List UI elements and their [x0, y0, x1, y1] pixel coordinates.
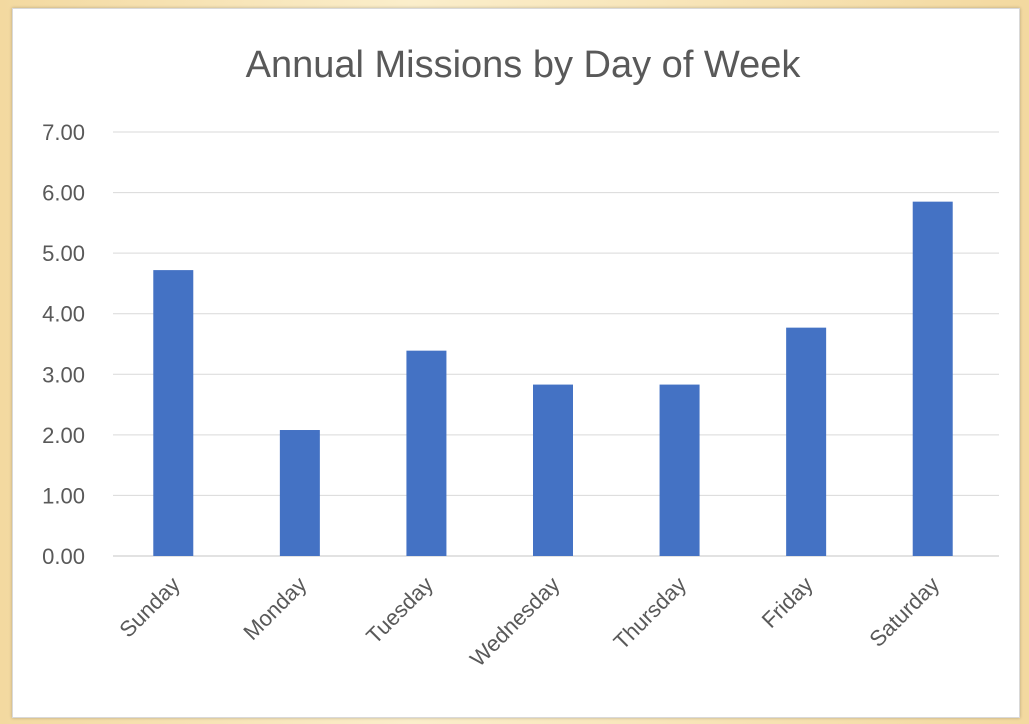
- x-label-thursday: Thursday: [609, 572, 692, 655]
- x-axis-labels: Sunday Monday Tuesday Wednesday Thursday Frid…: [114, 572, 944, 672]
- bar-wednesday: [533, 384, 573, 556]
- x-label-tuesday: Tuesday: [361, 572, 438, 649]
- bar-thursday: [659, 384, 700, 556]
- bar-chart: Annual Missions by Day of Week 0.00 1.00 2…: [42, 44, 999, 672]
- chart-card: Annual Missions by Day of Week 0.00 1.00 2…: [12, 8, 1020, 718]
- bar-tuesday: [406, 350, 447, 556]
- y-tick-label: 7.00: [42, 120, 85, 145]
- bar-saturday: [912, 201, 953, 556]
- bar-monday: [279, 430, 320, 556]
- y-axis-ticks: 0.00 1.00 2.00 3.00 4.00 5.00 6.00 7.00: [42, 120, 85, 569]
- x-label-monday: Monday: [238, 572, 311, 645]
- y-tick-label: 2.00: [42, 423, 85, 448]
- bar-sunday: [153, 270, 194, 556]
- chart-title: Annual Missions by Day of Week: [246, 44, 802, 86]
- y-tick-label: 5.00: [42, 241, 85, 266]
- y-tick-label: 3.00: [42, 362, 85, 387]
- x-label-sunday: Sunday: [114, 572, 184, 642]
- y-tick-label: 6.00: [42, 181, 85, 206]
- y-tick-label: 1.00: [42, 483, 85, 508]
- x-label-wednesday: Wednesday: [465, 572, 565, 672]
- y-tick-label: 0.00: [42, 544, 85, 569]
- x-label-saturday: Saturday: [864, 572, 944, 652]
- x-label-friday: Friday: [757, 572, 818, 633]
- bar-friday: [786, 327, 827, 556]
- bars: [153, 201, 953, 556]
- y-tick-label: 4.00: [42, 302, 85, 327]
